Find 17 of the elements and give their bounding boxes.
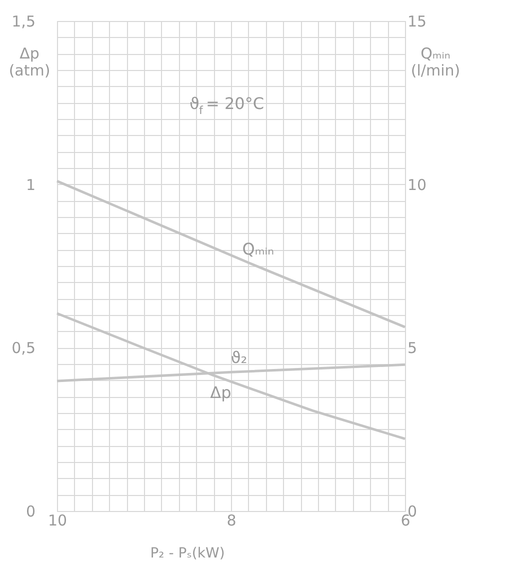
y2-tick-label: 15 xyxy=(408,12,427,30)
y-tick-label: 0,5 xyxy=(12,339,36,358)
series-label: Qₘᵢₙ xyxy=(242,239,274,258)
x-tick-label: 8 xyxy=(226,512,236,530)
y2-tick-label: 0 xyxy=(408,502,418,520)
y-tick-label: 0 xyxy=(26,502,36,520)
x-tick-label: 10 xyxy=(48,512,68,530)
y-tick-label: 1 xyxy=(26,176,36,194)
y2-tick-label: 5 xyxy=(408,339,418,358)
y-tick-label: 1,5 xyxy=(12,12,36,30)
series-label: ϑ₂ xyxy=(230,348,248,368)
y2-axis-title: Qₘᵢₙ (l/min) xyxy=(410,44,460,80)
y-axis-title: Δp (atm) xyxy=(8,44,50,80)
y2-tick-label: 10 xyxy=(408,176,427,194)
series-label: Δp xyxy=(210,383,232,402)
line-series xyxy=(56,312,406,440)
x-axis-title: P₂ - Pₛ(kW) xyxy=(150,546,225,562)
